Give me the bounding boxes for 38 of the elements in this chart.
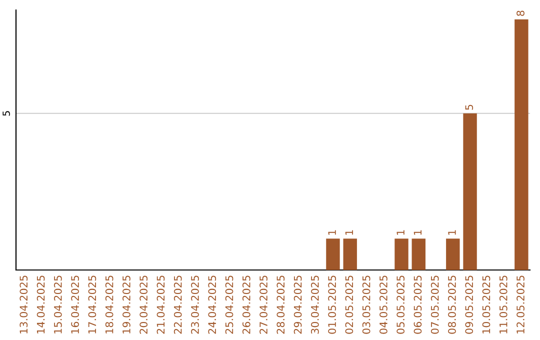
x-tick-label: 25.04.2025 <box>225 276 234 334</box>
x-tick-label: 07.05.2025 <box>430 276 439 334</box>
x-tick-label: 19.04.2025 <box>122 276 130 334</box>
x-tick-label: 30.04.2025 <box>310 276 319 334</box>
x-tick-label: 13.04.2025 <box>20 276 28 334</box>
x-tick-label: 23.04.2025 <box>191 276 199 334</box>
ref-line-label: 5 <box>2 111 10 116</box>
x-tick-label: 11.05.2025 <box>499 276 508 334</box>
x-tick-label: 17.04.2025 <box>88 276 96 334</box>
x-tick-label: 10.05.2025 <box>482 276 490 334</box>
x-tick-label: 03.05.2025 <box>362 276 370 334</box>
x-tick-label: 27.04.2025 <box>260 276 268 334</box>
data-label: 1 <box>448 230 456 235</box>
x-tick-label: 08.05.2025 <box>448 276 456 334</box>
x-tick-label: 14.04.2025 <box>36 276 45 334</box>
data-label: 1 <box>396 230 404 235</box>
x-tick-label: 05.05.2025 <box>396 276 405 334</box>
x-tick-label: 22.04.2025 <box>174 276 182 334</box>
x-tick-label: 21.04.2025 <box>156 276 165 334</box>
x-tick-label: 20.04.2025 <box>140 276 148 334</box>
data-label: 1 <box>345 230 353 235</box>
data-label: 5 <box>465 104 474 110</box>
x-tick-label: 02.05.2025 <box>345 276 354 334</box>
data-label: 1 <box>414 230 422 235</box>
x-tick-label: 28.04.2025 <box>276 276 285 334</box>
x-tick-label: 24.04.2025 <box>208 276 216 334</box>
x-tick-label: 29.04.2025 <box>294 276 302 334</box>
x-tick-label: 06.05.2025 <box>414 276 422 334</box>
data-label: 8 <box>516 10 524 16</box>
data-label: 1 <box>328 230 336 235</box>
x-tick-label: 26.04.2025 <box>242 276 250 334</box>
x-tick-label: 04.05.2025 <box>380 276 388 334</box>
x-tick-label: 15.04.2025 <box>54 276 62 334</box>
x-tick-label: 01.05.2025 <box>328 276 336 334</box>
x-tick-label: 12.05.2025 <box>516 276 524 334</box>
x-tick-label: 09.05.2025 <box>465 276 474 334</box>
x-tick-label: 18.04.2025 <box>105 276 114 334</box>
x-tick-label: 16.04.2025 <box>71 276 79 334</box>
